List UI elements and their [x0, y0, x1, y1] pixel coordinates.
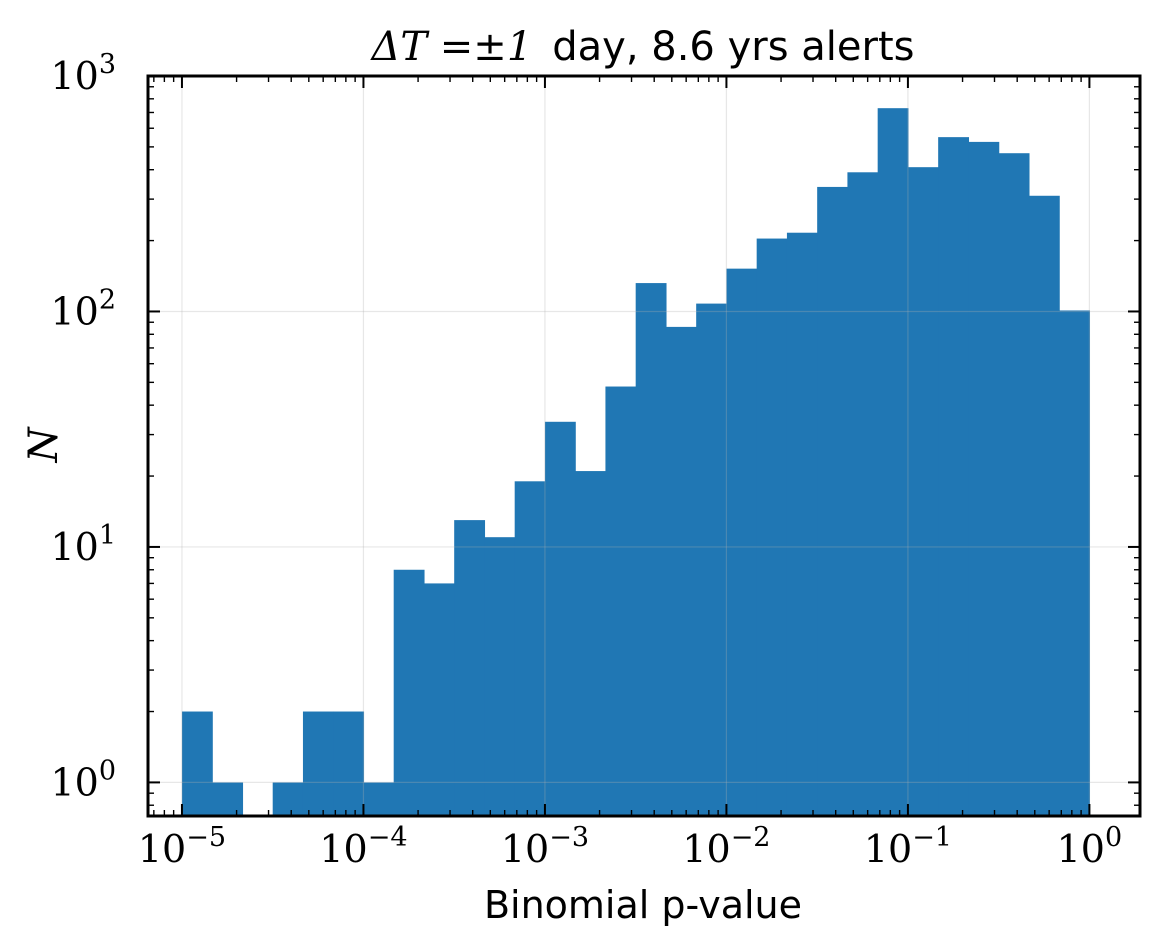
histogram-bar: [333, 711, 365, 816]
histogram-bar: [272, 782, 304, 816]
chart-title: ΔT =±1 day, 8.6 yrs alerts: [370, 24, 915, 70]
histogram-bar: [514, 481, 546, 816]
title-text: day, 8.6 yrs alerts: [552, 24, 914, 70]
histogram-bar: [847, 172, 879, 816]
histogram-bar: [1059, 310, 1091, 816]
y-axis-label: N: [21, 426, 67, 464]
histogram-bar: [756, 238, 788, 816]
y-tick-label: 103: [50, 49, 116, 98]
histogram-bars: [181, 108, 1091, 817]
y-tick-label: 100: [50, 755, 116, 804]
histogram-bar: [484, 537, 516, 816]
histogram-bar: [605, 386, 637, 816]
histogram-bar: [1028, 195, 1060, 816]
y-tick-label: 101: [50, 520, 116, 569]
x-axis-label: Binomial p-value: [484, 883, 802, 927]
major-ticks: [148, 75, 1140, 816]
histogram-bar: [181, 711, 213, 816]
x-tick-label: 10−1: [864, 822, 952, 871]
histogram-bar: [302, 711, 334, 816]
histogram-bar: [877, 108, 909, 816]
histogram-bar: [575, 471, 607, 816]
y-tick-label: 102: [50, 284, 116, 333]
histogram-bar: [212, 782, 244, 816]
x-tick-labels: 10−5 10−4 10−3 10−2 10−1 100: [138, 822, 1122, 871]
y-tick-labels: 100 101 102 103: [50, 49, 116, 804]
histogram-bar: [786, 232, 818, 817]
histogram-bar: [938, 137, 970, 816]
histogram-bar: [393, 569, 425, 816]
x-tick-label: 10−4: [319, 822, 407, 871]
histogram-bar: [544, 421, 576, 816]
histogram-bar: [423, 583, 455, 816]
histogram-bar: [454, 520, 486, 816]
title-math: ΔT =±1: [370, 24, 533, 70]
histogram-bar: [998, 153, 1030, 817]
histogram-bar: [907, 167, 939, 816]
histogram-bar: [726, 268, 758, 816]
histogram-bar: [665, 326, 697, 816]
histogram-bar: [968, 141, 1000, 816]
histogram-bar: [363, 782, 395, 816]
x-tick-label: 10−3: [501, 822, 589, 871]
x-tick-label: 10−2: [682, 822, 770, 871]
histogram-bar: [635, 283, 667, 816]
x-tick-label: 10−5: [138, 822, 226, 871]
x-tick-label: 100: [1057, 822, 1123, 871]
histogram-bar: [696, 303, 728, 816]
plot-frame: [146, 74, 1142, 818]
histogram-bar: [817, 186, 849, 816]
